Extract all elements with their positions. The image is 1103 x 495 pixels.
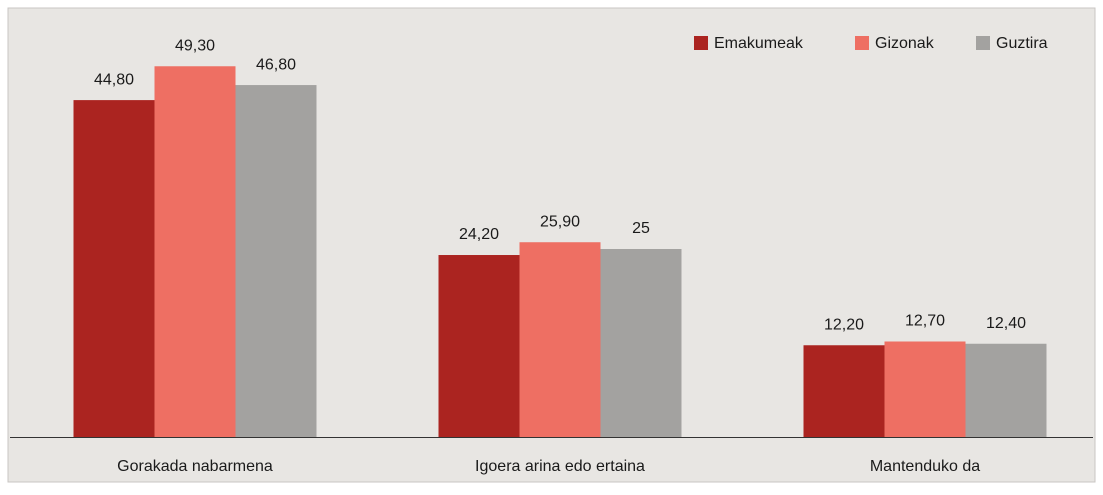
x-tick-label: Gorakada nabarmena: [117, 458, 273, 475]
bar: [235, 85, 317, 438]
bar: [519, 242, 601, 437]
data-label: 44,80: [94, 71, 134, 88]
bar: [600, 249, 682, 437]
x-tick-label: Mantenduko da: [870, 458, 980, 475]
legend-swatch: [976, 36, 990, 50]
legend-label: Guztira: [996, 35, 1048, 52]
x-tick-label: Igoera arina edo ertaina: [475, 458, 645, 475]
legend-label: Gizonak: [875, 35, 935, 52]
data-label: 24,20: [459, 226, 499, 243]
data-label: 25: [632, 220, 650, 237]
bar: [438, 255, 520, 437]
bar: [884, 341, 966, 437]
data-label: 12,20: [824, 316, 864, 333]
legend-label: Emakumeak: [714, 35, 804, 52]
legend-swatch: [855, 36, 869, 50]
bar: [73, 100, 155, 437]
bar: [803, 345, 885, 437]
bar: [154, 66, 236, 437]
data-label: 25,90: [540, 213, 580, 230]
data-label: 12,70: [905, 313, 945, 330]
data-label: 46,80: [256, 56, 296, 73]
data-label: 12,40: [986, 315, 1026, 332]
legend-swatch: [694, 36, 708, 50]
bar: [965, 343, 1047, 437]
data-label: 49,30: [175, 37, 215, 54]
